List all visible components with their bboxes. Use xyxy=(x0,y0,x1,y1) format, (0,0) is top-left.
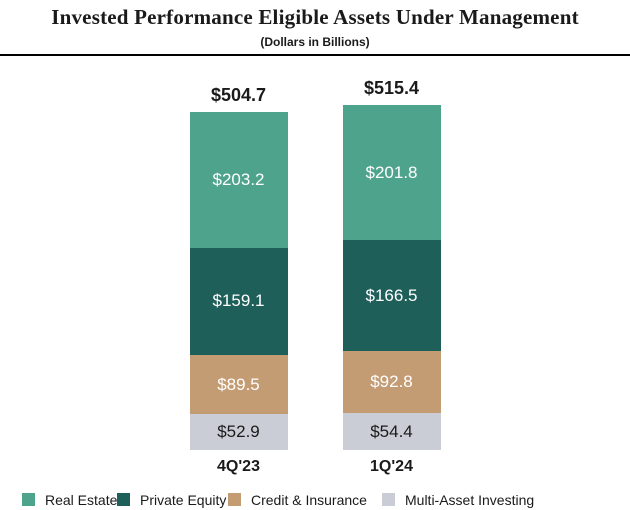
legend-item: Real Estate xyxy=(22,492,117,508)
bar-total-label: $504.7 xyxy=(210,85,267,106)
bar-segment: $203.2 xyxy=(189,112,288,249)
stacked-bar-chart: $504.7 $203.2 $159.1 $89.5 $52.9 4Q'23 $515.4 $… xyxy=(0,78,630,478)
legend-label: Credit & Insurance xyxy=(251,491,367,508)
legend-label: Multi-Asset Investing xyxy=(405,491,535,508)
bar-segment: $54.4 xyxy=(342,413,441,450)
chart-subtitle: (Dollars in Billions) xyxy=(260,35,370,49)
legend-item: Private Equity xyxy=(117,492,226,508)
bar-segment: $52.9 xyxy=(189,414,288,450)
legend-swatch xyxy=(382,493,395,507)
legend-label: Real Estate xyxy=(45,491,118,508)
chart-title: Invested Performance Eligible Assets Und… xyxy=(51,5,579,29)
bar-segment: $166.5 xyxy=(342,240,441,352)
bar-column: $504.7 $203.2 $159.1 $89.5 $52.9 4Q'23 xyxy=(189,85,288,478)
bar-segment: $159.1 xyxy=(189,248,288,355)
bar-segment: $89.5 xyxy=(189,354,288,415)
bar-column: $515.4 $201.8 $166.5 $92.8 $54.4 1Q'24 xyxy=(342,78,441,478)
chart-legend: Real Estate Private Equity Credit & Insura… xyxy=(0,492,630,510)
bar-stack: $201.8 $166.5 $92.8 $54.4 xyxy=(342,105,441,450)
legend-item: Credit & Insurance xyxy=(228,492,367,508)
category-label: 4Q'23 xyxy=(217,457,260,475)
legend-swatch xyxy=(22,493,35,507)
bar-segment: $92.8 xyxy=(342,351,441,414)
legend-swatch xyxy=(117,493,130,507)
bar-stack: $203.2 $159.1 $89.5 $52.9 xyxy=(189,112,288,450)
legend-label: Private Equity xyxy=(140,491,227,508)
title-divider-rule xyxy=(0,54,630,56)
category-label: 1Q'24 xyxy=(370,457,413,475)
bar-segment: $201.8 xyxy=(342,105,441,240)
bar-total-label: $515.4 xyxy=(363,78,420,98)
legend-swatch xyxy=(228,493,241,507)
legend-item: Multi-Asset Investing xyxy=(382,492,534,508)
